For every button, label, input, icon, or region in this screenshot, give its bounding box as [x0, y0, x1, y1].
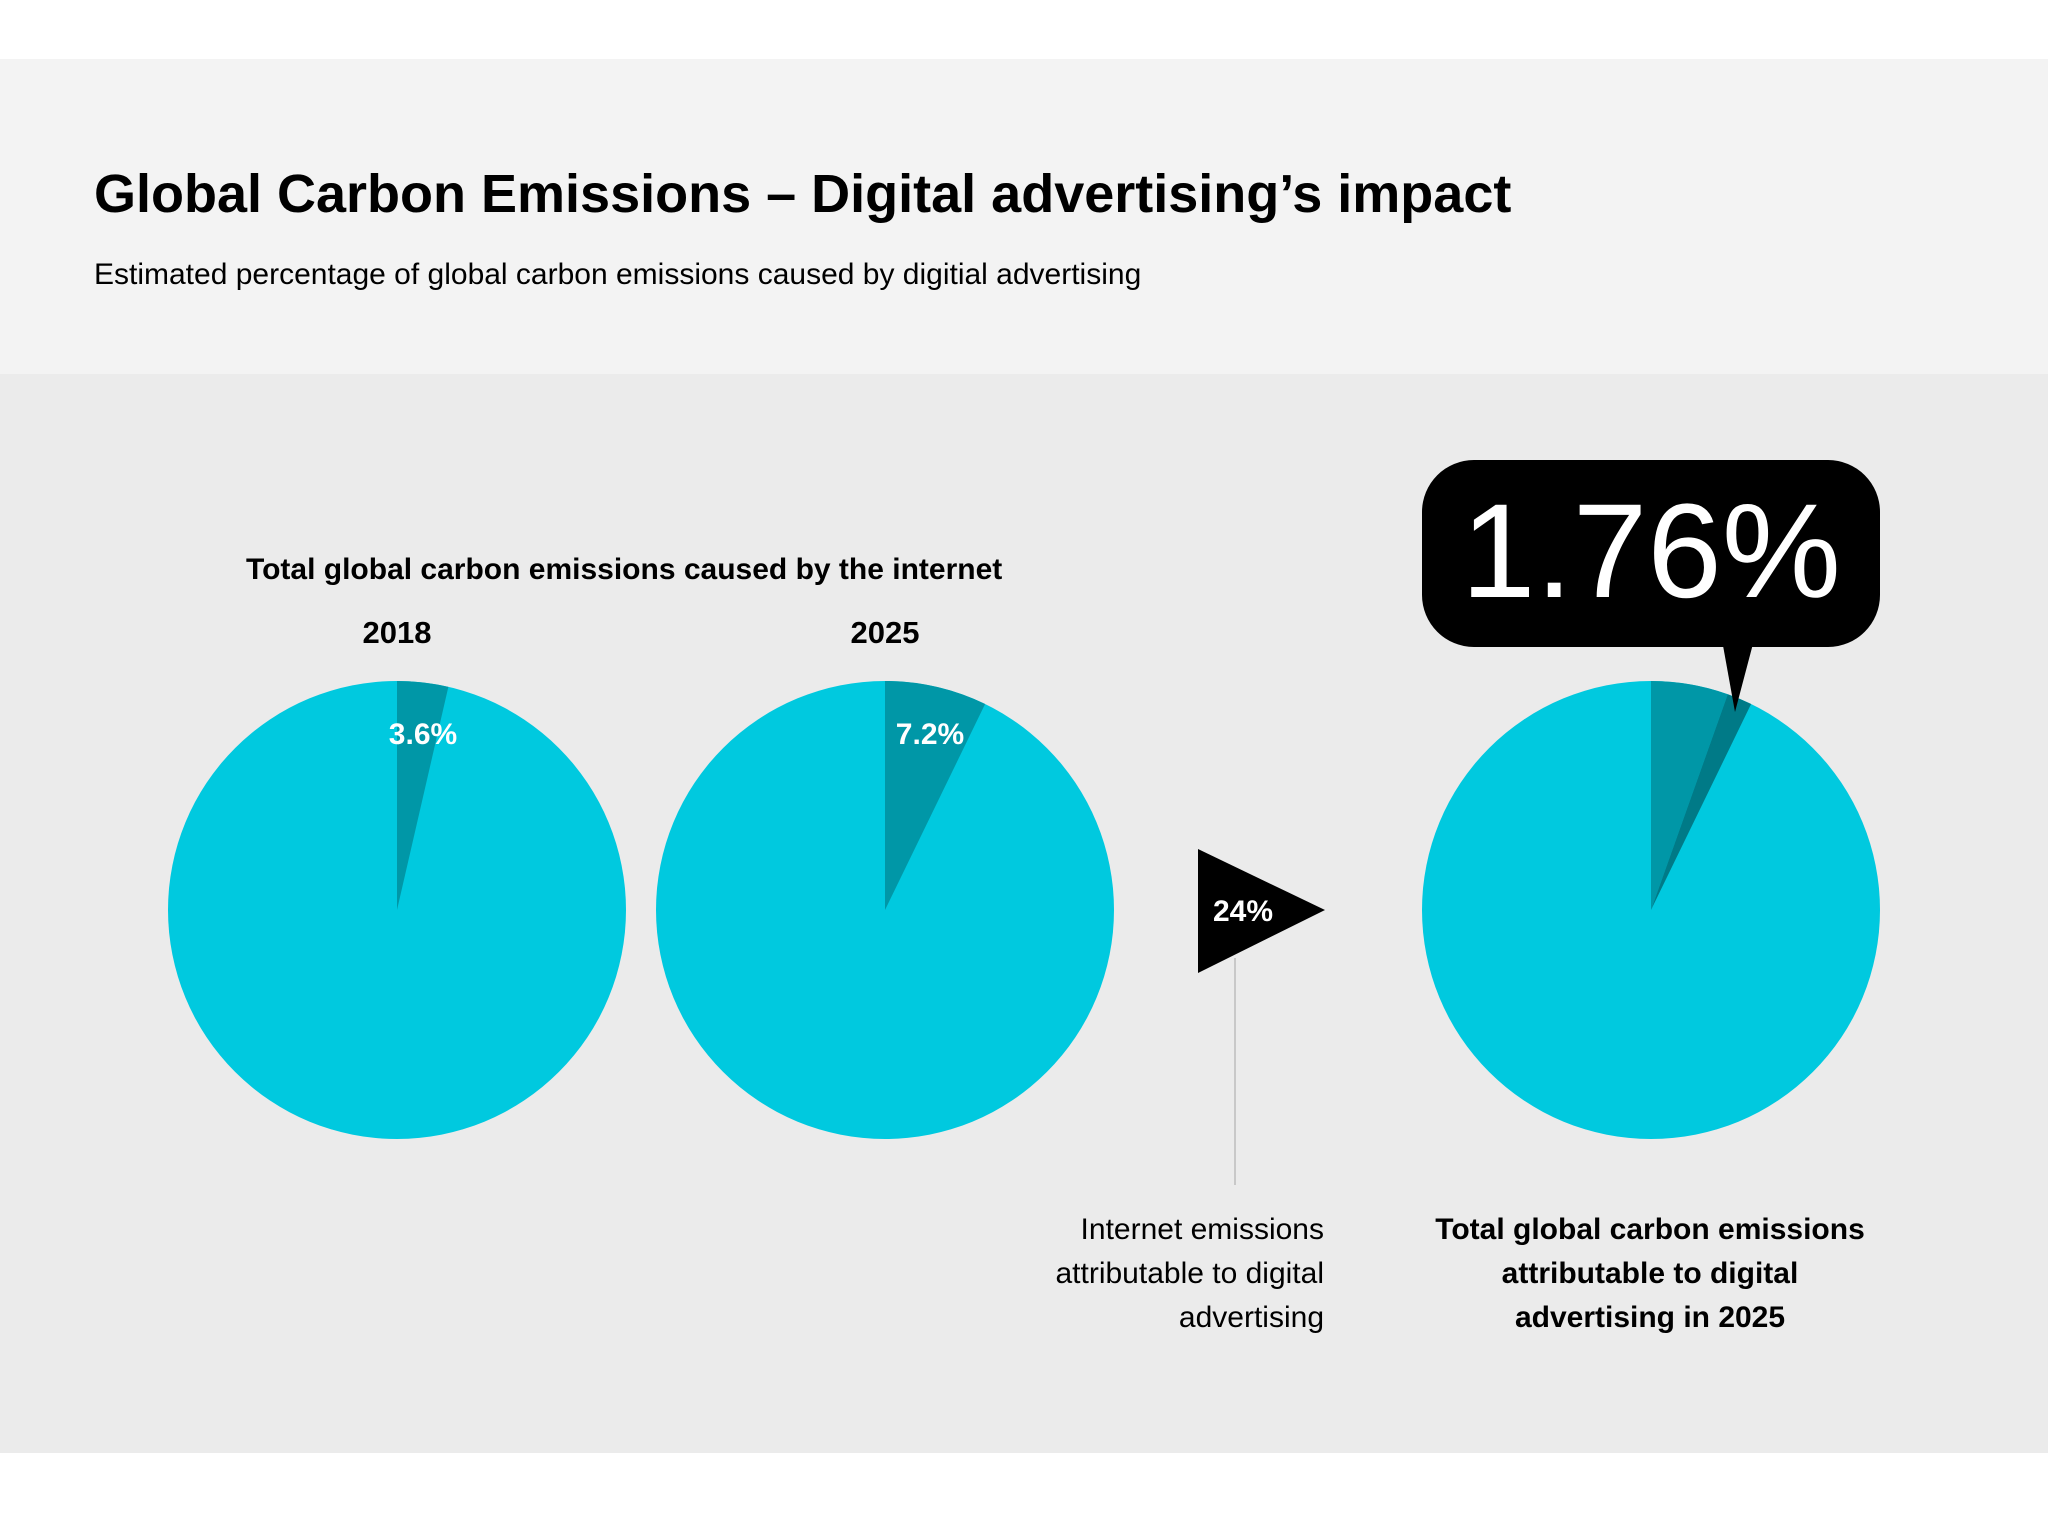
total-share-caption: Total global carbon emissions attributab…	[1435, 1213, 1865, 1334]
pie-2025-title: 2025	[850, 615, 920, 650]
pie-total-advertising-slice	[1651, 694, 1752, 910]
page-title: Global Carbon Emissions – Digital advert…	[94, 164, 1512, 224]
pie-total-slice	[1651, 681, 1728, 910]
pie-2018-slice-label: 3.6%	[389, 718, 457, 751]
internet-share-caption: Internet emissions attributable to digit…	[1055, 1213, 1324, 1334]
pie-2025: 7.2%	[656, 681, 1114, 1139]
callout-pointer	[1722, 640, 1754, 712]
pie-2018: 3.6%	[168, 681, 626, 1139]
arrow-triangle	[1198, 849, 1325, 973]
header-band	[0, 59, 2048, 374]
internet-emissions-heading: Total global carbon emissions caused by …	[246, 553, 1003, 586]
pie-2018-title: 2018	[362, 615, 432, 650]
pie-2025-slice-label: 7.2%	[896, 718, 964, 751]
callout-box	[1422, 460, 1880, 647]
arrow-label: 24%	[1213, 895, 1273, 928]
big-figure-value: 1.76%	[1461, 477, 1841, 626]
pie-total-2025	[1422, 681, 1880, 1139]
pie-2025-slice	[885, 681, 986, 910]
pie-2018-slice	[397, 681, 449, 910]
big-figure-callout: 1.76%	[1422, 460, 1880, 712]
page-subtitle: Estimated percentage of global carbon em…	[94, 258, 1142, 291]
arrow-marker: 24%	[1198, 849, 1325, 1185]
